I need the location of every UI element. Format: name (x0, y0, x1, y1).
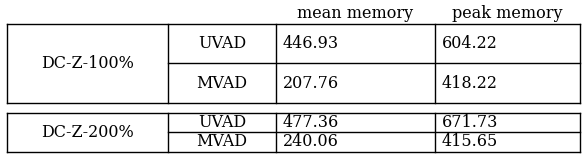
Text: 240.06: 240.06 (283, 134, 339, 151)
Text: MVAD: MVAD (196, 75, 248, 91)
Text: MVAD: MVAD (196, 134, 248, 151)
Text: 446.93: 446.93 (283, 35, 339, 52)
Text: peak memory: peak memory (452, 6, 563, 22)
Text: mean memory: mean memory (298, 6, 413, 22)
Text: 671.73: 671.73 (442, 114, 499, 131)
Text: 415.65: 415.65 (442, 134, 498, 151)
Text: UVAD: UVAD (198, 35, 246, 52)
Text: 418.22: 418.22 (442, 75, 498, 91)
Text: DC-Z-200%: DC-Z-200% (41, 124, 134, 141)
Text: DC-Z-100%: DC-Z-100% (41, 55, 134, 72)
Text: 207.76: 207.76 (283, 75, 339, 91)
Text: 477.36: 477.36 (283, 114, 339, 131)
Text: UVAD: UVAD (198, 114, 246, 131)
Text: 604.22: 604.22 (442, 35, 498, 52)
